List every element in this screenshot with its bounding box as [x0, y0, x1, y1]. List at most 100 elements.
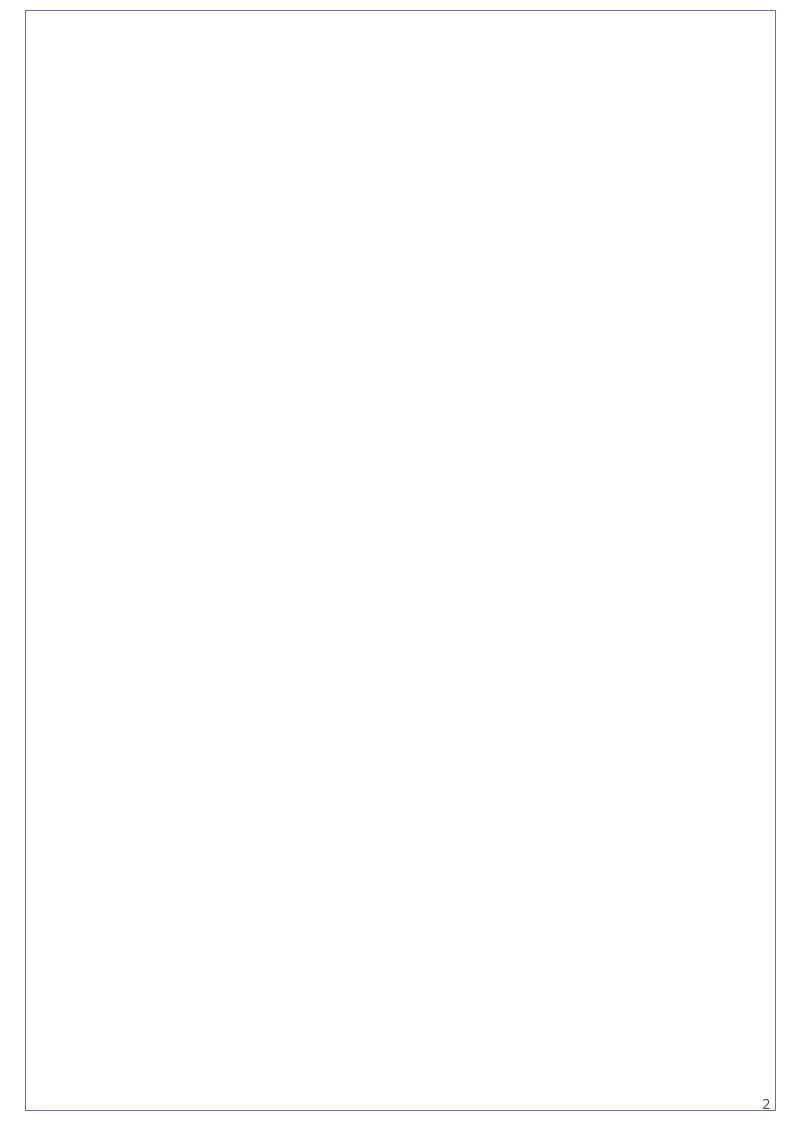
Text: KM2: KM2	[598, 371, 618, 381]
Bar	[412, 199, 434, 212]
Text: V1: V1	[154, 785, 166, 794]
Text: (1) Y/△启动；  (2) 能耗制动；  (3) 电路有短路、过载和失压保护。: (1) Y/△启动； (2) 能耗制动； (3) 电路有短路、过载和失压保护。	[104, 596, 448, 611]
Text: KT: KT	[625, 708, 637, 719]
Text: U2: U2	[154, 866, 166, 875]
Text: b）控制电路: b）控制电路	[585, 563, 630, 576]
Circle shape	[169, 632, 181, 644]
Text: SB4: SB4	[578, 335, 596, 345]
Text: VC: VC	[250, 744, 266, 755]
Circle shape	[404, 200, 416, 212]
Text: FR1: FR1	[437, 265, 456, 275]
Text: L2: L2	[153, 620, 167, 631]
Bar	[145, 250, 155, 268]
Text: KM1: KM1	[550, 814, 572, 823]
Text: KM2: KM2	[505, 784, 527, 794]
Circle shape	[397, 997, 409, 1010]
Text: KT 2: KT 2	[694, 672, 716, 682]
Text: FR1: FR1	[132, 305, 153, 314]
Bar	[501, 970, 525, 986]
Text: M: M	[152, 822, 168, 841]
Circle shape	[172, 702, 178, 708]
Text: KM1: KM1	[450, 744, 472, 754]
Text: KM3: KM3	[505, 744, 527, 754]
Text: KM1: KM1	[472, 546, 496, 556]
Bar	[240, 754, 270, 778]
Text: 2-02、什么是互锁环节，它起到什么作用   ？: 2-02、什么是互锁环节，它起到什么作用 ？	[68, 67, 272, 81]
Text: FR2: FR2	[232, 305, 253, 314]
Text: KM4: KM4	[263, 673, 285, 682]
Text: KT 2: KT 2	[712, 993, 734, 1003]
Text: 3～: 3～	[158, 356, 174, 369]
Text: 2-05、试设计某机床主轴电动机的主电路和控制电路。要求：: 2-05、试设计某机床主轴电动机的主电路和控制电路。要求：	[68, 572, 330, 587]
Text: KA: KA	[622, 335, 634, 345]
Bar	[737, 680, 761, 696]
Text: FR: FR	[123, 754, 137, 764]
Text: SB1: SB1	[426, 670, 446, 680]
Text: L1: L1	[144, 190, 156, 200]
Text: KM1: KM1	[447, 993, 469, 1003]
Text: KM3: KM3	[240, 914, 264, 924]
Text: 主电路: 主电路	[175, 929, 197, 942]
Circle shape	[147, 276, 153, 282]
Text: 按时间原则控制电路: 按时间原则控制电路	[450, 1023, 525, 1037]
Text: SB5: SB5	[578, 296, 597, 305]
Text: 3～: 3～	[152, 839, 168, 852]
Text: L2: L2	[160, 190, 172, 200]
Bar	[446, 970, 470, 986]
Text: L3: L3	[168, 620, 182, 631]
Circle shape	[144, 202, 156, 214]
Text: L1: L1	[138, 620, 152, 631]
Bar	[656, 970, 680, 986]
Bar	[711, 970, 735, 986]
Text: FU2: FU2	[438, 538, 460, 548]
Bar	[137, 751, 183, 769]
Text: KM1: KM1	[477, 371, 499, 381]
Bar	[140, 673, 150, 689]
Text: KM2: KM2	[593, 433, 615, 443]
Text: W2: W2	[138, 866, 152, 875]
Bar	[161, 250, 171, 268]
Bar	[592, 413, 617, 429]
Bar	[170, 673, 180, 689]
Text: 3～: 3～	[259, 356, 274, 369]
Text: FU2: FU2	[436, 199, 457, 208]
Circle shape	[176, 202, 188, 214]
Text: KM1: KM1	[123, 706, 147, 716]
Text: SB1: SB1	[643, 670, 663, 680]
Text: KM4: KM4	[282, 788, 304, 797]
Text: SB2: SB2	[421, 708, 441, 719]
Bar	[245, 250, 255, 268]
Text: FU2: FU2	[436, 626, 457, 636]
Text: KM2: KM2	[232, 287, 256, 296]
Text: KM4: KM4	[657, 993, 679, 1003]
Text: SB2: SB2	[457, 335, 476, 345]
Text: KA: KA	[708, 263, 722, 273]
Text: QS: QS	[187, 651, 203, 661]
Circle shape	[157, 702, 163, 708]
Text: 2-04、有二台电动机，试拟定一个既能分别启动、停止，又可以同时启动、停: 2-04、有二台电动机，试拟定一个既能分别启动、停止，又可以同时启动、停	[68, 138, 394, 153]
Bar	[472, 413, 497, 429]
Text: L3: L3	[176, 190, 188, 200]
Text: KA: KA	[502, 335, 515, 345]
Circle shape	[263, 276, 269, 282]
Circle shape	[279, 276, 285, 282]
Text: KT 1: KT 1	[440, 814, 462, 823]
Text: V2: V2	[169, 866, 181, 875]
Text: 2-03、在有自动控制的机床上，电动机由于过载而自动停车后，有人立即按启: 2-03、在有自动控制的机床上，电动机由于过载而自动停车后，有人立即按启	[68, 90, 394, 105]
Text: FR2: FR2	[508, 265, 527, 275]
Circle shape	[139, 632, 151, 644]
Text: SB1: SB1	[398, 236, 418, 246]
Circle shape	[154, 632, 166, 644]
Text: M2: M2	[255, 342, 276, 356]
Text: FU1: FU1	[183, 675, 204, 685]
Text: FU1: FU1	[190, 254, 211, 264]
Bar	[700, 273, 730, 289]
Text: KM4: KM4	[738, 700, 760, 710]
Bar	[250, 673, 260, 689]
Text: FR: FR	[436, 643, 449, 653]
Text: 动按鈕，但不能开车，试说明可能是什么原因    ？: 动按鈕，但不能开车，试说明可能是什么原因 ？	[104, 114, 334, 129]
Text: a)主电路: a)主电路	[149, 386, 183, 399]
Text: KT 1: KT 1	[440, 748, 462, 758]
Text: KT 1: KT 1	[555, 993, 577, 1003]
Text: SB6: SB6	[598, 296, 617, 305]
